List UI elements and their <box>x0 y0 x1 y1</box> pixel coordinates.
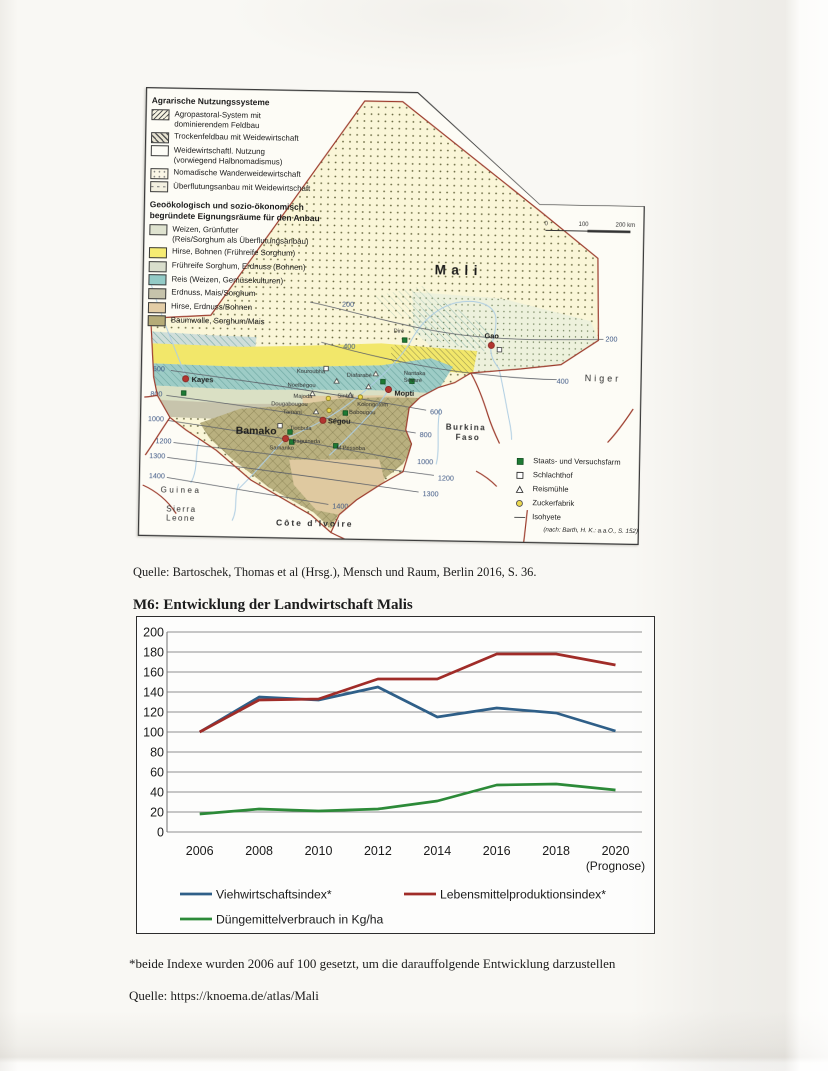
svg-text:Leone: Leone <box>166 513 196 523</box>
svg-text:Gao: Gao <box>484 331 499 340</box>
svg-text:20: 20 <box>150 806 164 820</box>
svg-text:2014: 2014 <box>423 844 451 858</box>
svg-text:120: 120 <box>143 706 164 720</box>
svg-text:Majoda: Majoda <box>293 394 313 400</box>
svg-text:Guinea: Guinea <box>161 485 202 495</box>
svg-text:1000: 1000 <box>148 414 164 423</box>
svg-text:Kouroubha: Kouroubha <box>297 369 326 376</box>
svg-text:Düngemittelverbrauch in Kg/ha: Düngemittelverbrauch in Kg/ha <box>216 913 384 927</box>
svg-text:(Prognose): (Prognose) <box>586 859 645 873</box>
svg-text:Tiocbula: Tiocbula <box>290 426 313 432</box>
svg-text:Nantaka: Nantaka <box>404 371 426 377</box>
svg-text:180: 180 <box>143 646 164 660</box>
svg-text:1000: 1000 <box>417 457 433 466</box>
svg-text:Dougabougou: Dougabougou <box>271 401 308 408</box>
svg-text:40: 40 <box>150 786 164 800</box>
svg-text:M’Pessoba: M’Pessoba <box>336 446 366 453</box>
svg-text:160: 160 <box>143 666 164 680</box>
svg-text:2010: 2010 <box>305 844 333 858</box>
svg-text:Tamani: Tamani <box>283 410 302 416</box>
svg-text:Kolongotom: Kolongotom <box>357 402 388 409</box>
svg-text:Samanko: Samanko <box>269 445 294 451</box>
svg-text:Mopti: Mopti <box>394 389 414 398</box>
svg-text:Kayes: Kayes <box>192 375 214 384</box>
svg-text:1200: 1200 <box>155 436 171 445</box>
svg-text:Burkina: Burkina <box>446 423 486 433</box>
svg-text:Noelbégou: Noelbégou <box>287 383 315 390</box>
svg-text:1400: 1400 <box>149 471 165 480</box>
svg-text:Ségou: Ségou <box>328 416 351 425</box>
svg-text:2020: 2020 <box>602 844 630 858</box>
svg-text:2008: 2008 <box>245 844 273 858</box>
svg-text:2018: 2018 <box>542 844 570 858</box>
svg-text:Sévaré: Sévaré <box>404 378 422 384</box>
svg-text:1300: 1300 <box>423 489 439 498</box>
svg-text:Sinbal: Sinbal <box>337 394 353 400</box>
svg-text:140: 140 <box>143 686 164 700</box>
svg-text:600: 600 <box>153 364 165 373</box>
svg-text:Lebensmittelproduktionsindex*: Lebensmittelproduktionsindex* <box>440 888 606 902</box>
svg-text:2006: 2006 <box>186 844 214 858</box>
svg-text:Bamako: Bamako <box>236 425 277 438</box>
svg-text:Diafarabé: Diafarabé <box>347 373 372 379</box>
svg-text:Baguineda: Baguineda <box>292 439 321 446</box>
svg-text:100: 100 <box>578 222 589 228</box>
svg-text:200: 200 <box>605 334 617 343</box>
svg-text:1200: 1200 <box>438 473 454 482</box>
svg-text:Niger: Niger <box>585 373 622 384</box>
svg-text:60: 60 <box>150 766 164 780</box>
svg-text:200: 200 <box>143 626 164 640</box>
svg-text:Côte d’Ivoire: Côte d’Ivoire <box>276 517 354 528</box>
svg-text:80: 80 <box>150 746 164 760</box>
svg-text:Diré: Diré <box>394 329 405 335</box>
svg-text:1300: 1300 <box>149 451 165 460</box>
svg-text:600: 600 <box>430 407 442 416</box>
svg-text:Faso: Faso <box>456 433 481 442</box>
svg-text:800: 800 <box>420 430 432 439</box>
svg-text:400: 400 <box>343 342 355 351</box>
svg-text:0: 0 <box>157 826 164 840</box>
svg-text:200 km: 200 km <box>615 223 635 229</box>
svg-text:100: 100 <box>143 726 164 740</box>
svg-text:400: 400 <box>557 377 569 386</box>
svg-text:2012: 2012 <box>364 844 392 858</box>
svg-text:Babougou: Babougou <box>349 410 376 416</box>
svg-text:Viehwirtschaftsindex*: Viehwirtschaftsindex* <box>216 888 332 902</box>
svg-text:2016: 2016 <box>483 844 511 858</box>
svg-text:Mali: Mali <box>435 262 484 278</box>
